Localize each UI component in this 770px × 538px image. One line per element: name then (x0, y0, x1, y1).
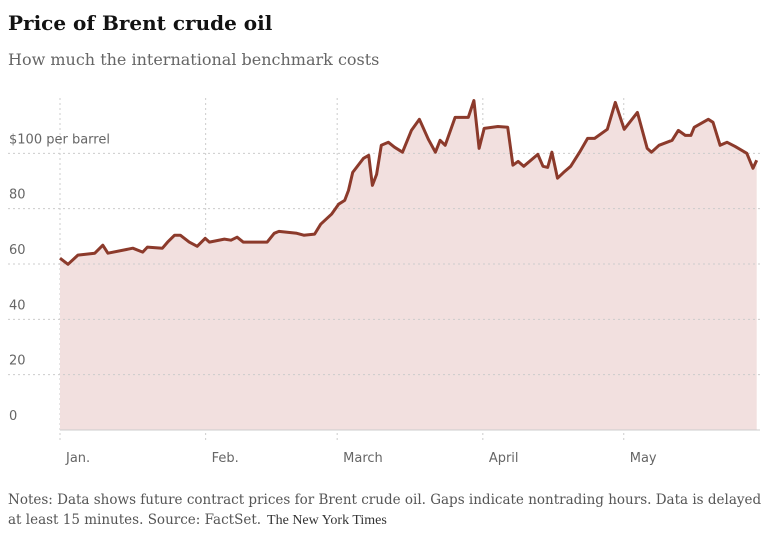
chart: Price of Brent crude oil How much the in… (8, 11, 760, 466)
x-tick-label: Jan. (65, 451, 90, 466)
area (60, 100, 757, 430)
line (59, 99, 759, 266)
notes-text: Notes: Data shows future contract prices… (8, 492, 762, 528)
y-tick-label: 40 (9, 298, 26, 313)
y-tick-label: 60 (9, 243, 26, 258)
y-tick-label: $100 per barrel (9, 132, 110, 147)
x-tick-label: April (489, 451, 519, 466)
chart-title: Price of Brent crude oil (8, 11, 273, 35)
notes: Notes: Data shows future contract prices… (8, 490, 763, 531)
x-tick-label: March (343, 451, 383, 466)
y-tick-label: 0 (9, 409, 17, 424)
chart-subtitle: How much the international benchmark cos… (8, 50, 379, 69)
x-tick-label: Feb. (212, 451, 239, 466)
source: Source: FactSet. (147, 512, 262, 528)
credit: The New York Times (267, 513, 387, 528)
y-tick-label: 80 (9, 188, 26, 203)
y-tick-label: 20 (9, 354, 26, 369)
x-tick-label: May (630, 451, 657, 466)
